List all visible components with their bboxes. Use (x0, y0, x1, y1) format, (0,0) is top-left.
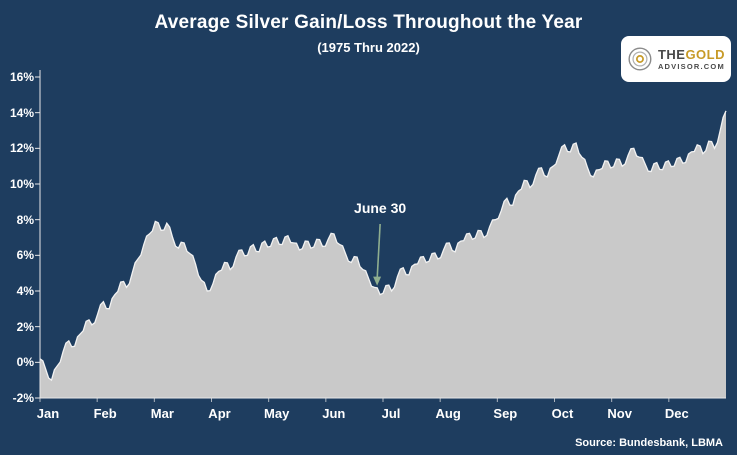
x-axis-month-label: Jun (322, 406, 346, 421)
x-axis-month-label: Aug (435, 406, 461, 421)
gold-advisor-logo: THEGOLD ADVISOR.COM (621, 36, 731, 82)
y-axis-tick-label: 0% (16, 355, 34, 370)
y-axis-tick-label: 10% (9, 177, 34, 191)
x-axis-month-label: Sep (493, 406, 518, 421)
x-axis-month-label: Jan (36, 406, 60, 421)
y-axis-tick-label: 4% (16, 284, 34, 298)
y-axis-tick-label: 6% (16, 248, 34, 263)
y-axis-tick-label: 14% (9, 105, 34, 120)
x-axis-month-label: Oct (551, 406, 574, 421)
gold-advisor-logo-icon (628, 47, 652, 71)
x-axis-month-label: May (264, 406, 290, 421)
logo-text-gold: GOLD (685, 46, 725, 62)
x-axis-month-label: Mar (150, 406, 174, 421)
y-axis-tick-label: 2% (16, 319, 34, 334)
source-label: Source: Bundesbank, LBMA (575, 437, 723, 449)
chart-subtitle: (1975 Thru 2022) (317, 40, 420, 55)
series-line (39, 110, 727, 382)
x-axis-month-label: Jul (381, 406, 401, 421)
y-axis-tick-label: 16% (9, 70, 34, 84)
y-axis-tick-label: 8% (16, 212, 34, 227)
x-axis-month-label: Dec (664, 406, 689, 421)
x-axis-month-label: Feb (93, 406, 117, 421)
annotation-arrow-head (373, 276, 382, 286)
chart-title: Average Silver Gain/Loss Throughout the … (154, 12, 583, 33)
x-axis-month-label: Nov (607, 406, 632, 421)
annotation-arrow-line (376, 223, 381, 280)
logo-text-advisor: ADVISOR.COM (657, 61, 725, 71)
annotation-june-30: June 30 (354, 200, 407, 216)
logo-text-the: THE (657, 46, 686, 62)
x-axis-month-label: Apr (208, 406, 231, 421)
y-axis-tick-label: 12% (9, 141, 34, 156)
gold-advisor-logo-text: THEGOLD ADVISOR.COM (658, 48, 725, 71)
y-axis-tick-label: -2% (12, 391, 34, 405)
series-area (40, 110, 726, 399)
